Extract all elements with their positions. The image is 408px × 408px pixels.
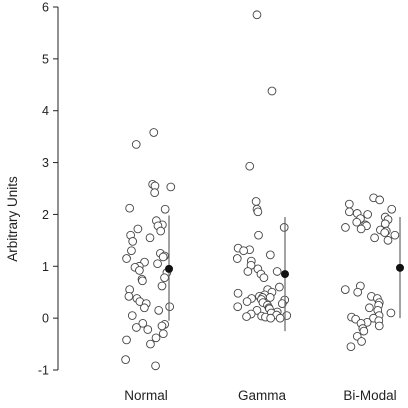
- data-point: [245, 161, 255, 171]
- data-point: [363, 210, 373, 219]
- data-point: [133, 224, 143, 234]
- data-point: [127, 311, 137, 320]
- data-point: [346, 342, 356, 352]
- data-point: [232, 254, 242, 263]
- data-point: [151, 361, 160, 371]
- data-point: [353, 287, 363, 297]
- data-point: [154, 306, 164, 315]
- data-point: [374, 321, 384, 331]
- data-point: [383, 236, 393, 245]
- data-point: [352, 217, 362, 227]
- data-point: [145, 233, 155, 243]
- category-label: Gamma: [238, 388, 287, 403]
- data-point: [121, 355, 130, 364]
- data-point: [149, 128, 159, 137]
- data-point: [143, 325, 153, 334]
- y-tick-label: 1: [42, 260, 49, 274]
- data-point: [242, 297, 252, 306]
- data-point: [365, 303, 374, 313]
- y-tick-label: 6: [42, 1, 49, 15]
- data-point: [158, 252, 168, 262]
- data-point: [156, 226, 166, 236]
- data-point: [153, 259, 162, 269]
- data-point: [160, 204, 170, 214]
- summary-marks: [165, 215, 404, 332]
- data-point: [239, 246, 248, 256]
- y-tick-label: 3: [42, 156, 49, 170]
- data-point: [344, 199, 354, 209]
- data-point: [267, 86, 277, 96]
- data-point: [275, 282, 284, 292]
- data-point: [341, 223, 350, 232]
- y-axis-title: Arbitrary Units: [5, 176, 20, 262]
- data-point: [370, 233, 379, 243]
- mean-point: [396, 263, 404, 272]
- data-point: [357, 337, 366, 346]
- data-point: [233, 288, 243, 298]
- data-point: [277, 299, 287, 308]
- data-point: [140, 303, 149, 313]
- data-points: [121, 10, 400, 371]
- data-point: [128, 237, 138, 246]
- data-point: [266, 313, 276, 323]
- data-point: [127, 246, 136, 256]
- data-point: [279, 223, 289, 232]
- data-point: [122, 335, 131, 345]
- data-point: [380, 228, 390, 237]
- data-point: [125, 203, 134, 213]
- data-point: [166, 182, 176, 192]
- y-tick-label: 5: [42, 52, 49, 66]
- data-point: [135, 266, 144, 275]
- y-tick-label: -1: [38, 364, 49, 378]
- data-point: [275, 313, 285, 323]
- data-point: [345, 207, 354, 217]
- data-point: [359, 326, 369, 336]
- data-point: [138, 318, 148, 328]
- category-labels: Normal Gamma Bi-Modal: [124, 388, 396, 403]
- data-point: [131, 140, 141, 149]
- data-point: [390, 230, 400, 240]
- data-point: [122, 254, 131, 263]
- data-point: [265, 250, 275, 260]
- data-point: [356, 224, 366, 234]
- data-point: [387, 204, 397, 214]
- data-point: [132, 323, 141, 332]
- y-tick-label: 2: [42, 208, 49, 222]
- mean-point: [281, 270, 289, 279]
- data-point: [138, 276, 147, 286]
- data-point: [272, 267, 282, 276]
- y-axis: -1 0 1 2 3 4 5 6: [38, 1, 59, 378]
- category-label: Normal: [124, 388, 168, 403]
- data-point: [157, 281, 167, 291]
- data-point: [146, 339, 155, 349]
- data-point: [243, 267, 253, 276]
- data-point: [151, 333, 161, 343]
- data-point: [386, 308, 396, 318]
- data-point: [265, 293, 275, 302]
- data-point: [150, 188, 160, 197]
- mean-point: [165, 264, 173, 273]
- data-point: [157, 321, 167, 331]
- data-point: [259, 273, 269, 283]
- data-point: [165, 302, 174, 312]
- data-point: [254, 230, 263, 240]
- category-label: Bi-Modal: [343, 388, 396, 403]
- y-tick-label: 0: [42, 312, 49, 326]
- data-point: [251, 197, 261, 206]
- data-point: [375, 195, 385, 205]
- data-point: [158, 329, 168, 339]
- data-point: [233, 302, 243, 312]
- data-point: [252, 10, 262, 20]
- data-point: [340, 285, 350, 294]
- data-point: [242, 312, 251, 321]
- data-point: [253, 207, 263, 217]
- y-tick-label: 4: [42, 104, 49, 118]
- data-point: [160, 273, 169, 283]
- data-point: [124, 292, 134, 301]
